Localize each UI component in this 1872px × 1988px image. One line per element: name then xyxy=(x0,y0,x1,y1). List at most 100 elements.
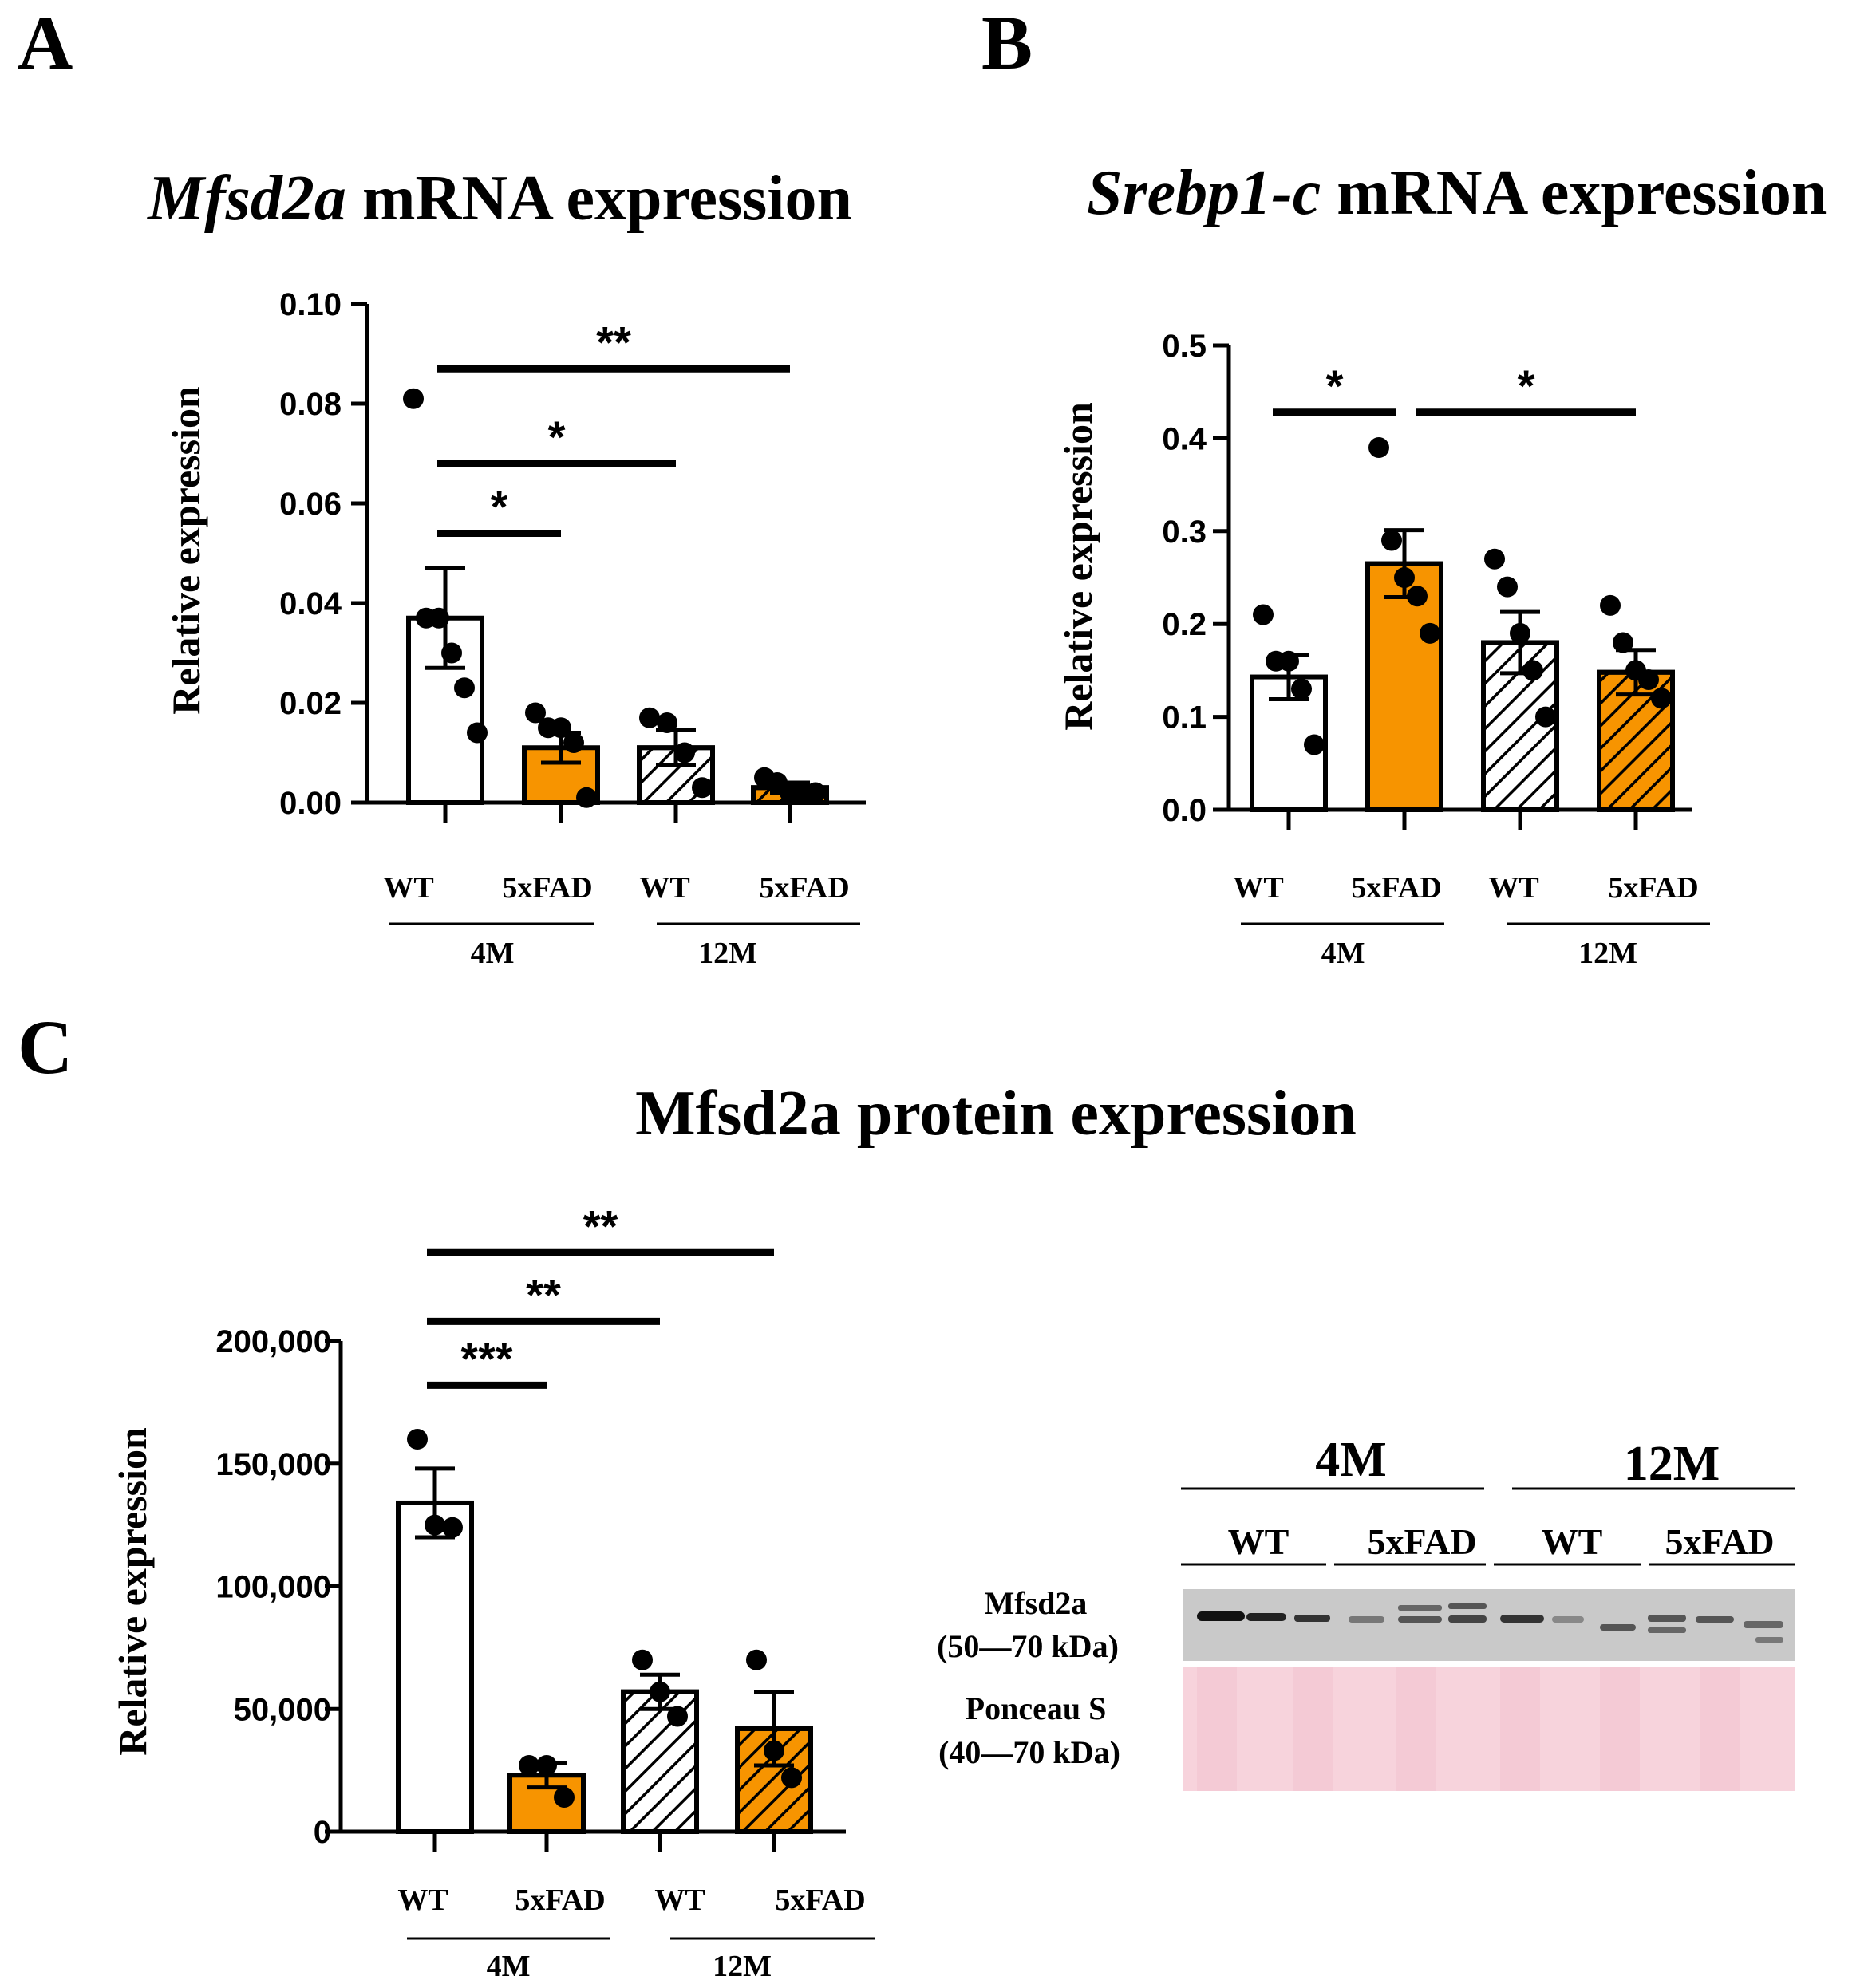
blot-band xyxy=(1398,1616,1442,1623)
chart-b-y-axis-label: Relative expression xyxy=(1056,402,1100,731)
chart-c-point xyxy=(554,1786,575,1808)
chart-a-point xyxy=(576,787,597,808)
chart-b-point xyxy=(1278,650,1299,672)
chart-c-age-label-0: 4M xyxy=(487,1950,531,1983)
chart-a-y-tick-label: 0.00 xyxy=(279,786,342,821)
chart-a-point xyxy=(692,777,713,799)
chart-b-sig-label-1: * xyxy=(1518,361,1535,411)
chart-b-point xyxy=(1497,576,1518,598)
chart-c-point xyxy=(425,1514,445,1536)
blot-lane xyxy=(1500,1667,1540,1791)
blot-mfsd2a-bands xyxy=(1197,1603,1783,1643)
chart-b-y-tick-label: 0.0 xyxy=(1162,793,1207,828)
blot-mfsd2a-membrane xyxy=(1183,1589,1795,1661)
chart-c-point xyxy=(746,1649,767,1670)
blot-band xyxy=(1744,1621,1783,1628)
chart-a-sig-label-2: ** xyxy=(596,317,631,367)
chart-c-point xyxy=(536,1754,557,1776)
chart-c-point xyxy=(407,1429,428,1450)
panel-a-title: Mfsd2a mRNA expression xyxy=(146,164,852,234)
chart-a-point xyxy=(467,722,488,744)
panel-b-title: Srebp1-c mRNA expression xyxy=(1087,158,1827,228)
chart-c: 0 50,000 100,000 150,000 200,000 Relative exp… xyxy=(110,1201,875,1983)
blot-band xyxy=(1448,1615,1487,1623)
chart-b-category-label-3: 5xFAD xyxy=(1608,871,1698,905)
chart-b-point xyxy=(1394,567,1415,588)
chart-b-point xyxy=(1600,594,1621,616)
panel-letter-a: A xyxy=(18,0,73,85)
chart-b-point xyxy=(1304,734,1325,755)
chart-c-y-tick-label: 150,000 xyxy=(215,1447,331,1482)
chart-b-point xyxy=(1407,586,1428,607)
chart-a-sig-label-0: * xyxy=(491,482,508,532)
chart-a-sig-label-1: * xyxy=(548,412,566,462)
chart-a-y-tick-label: 0.04 xyxy=(279,586,342,621)
chart-a-point xyxy=(657,712,677,733)
blot-band xyxy=(1398,1605,1442,1611)
blot-age-12m: 12M xyxy=(1624,1437,1720,1491)
chart-a-category-label-2: WT xyxy=(639,871,689,905)
chart-c-y-axis-label: Relative expression xyxy=(110,1427,155,1756)
chart-b-category-label-2: WT xyxy=(1488,871,1538,905)
chart-a-y-tick-label: 0.02 xyxy=(279,686,342,721)
blot-lane xyxy=(1396,1667,1436,1791)
chart-c-point xyxy=(632,1649,653,1670)
chart-a-point xyxy=(429,607,449,629)
chart-c-age-label-1: 12M xyxy=(713,1950,772,1983)
chart-b-y-tick-label: 0.4 xyxy=(1162,421,1207,456)
chart-b-category-label-1: 5xFAD xyxy=(1351,871,1441,905)
chart-c-y-tick-label: 50,000 xyxy=(234,1692,331,1727)
chart-c-point xyxy=(781,1767,802,1789)
chart-a-point xyxy=(454,677,475,699)
chart-b-bar-1 xyxy=(1365,561,1443,812)
blot-genotype-5xfad-12m: 5xFAD xyxy=(1665,1521,1774,1562)
chart-b-point xyxy=(1291,678,1312,700)
chart-b-point xyxy=(1522,660,1543,681)
chart-b-point xyxy=(1613,632,1633,653)
chart-c-point xyxy=(519,1754,539,1776)
blot-band xyxy=(1755,1637,1783,1643)
panel-c-title: Mfsd2a protein expression xyxy=(635,1079,1357,1149)
blot-lane xyxy=(1600,1667,1640,1791)
blot-row-ponceau-label: Ponceau S xyxy=(966,1690,1107,1726)
blot-age-4m: 4M xyxy=(1315,1433,1387,1487)
panel-letter-b: B xyxy=(981,0,1033,85)
chart-c-y-tick-label: 100,000 xyxy=(215,1570,331,1605)
chart-c-point xyxy=(650,1681,670,1702)
chart-c-y-tick-label: 0 xyxy=(314,1815,331,1850)
chart-c-category-label-1: 5xFAD xyxy=(515,1883,605,1917)
chart-c-point xyxy=(667,1706,688,1727)
chart-a-y-axis-label: Relative expression xyxy=(164,386,208,715)
blot-lane xyxy=(1197,1667,1237,1791)
blot-band xyxy=(1246,1613,1286,1621)
chart-a-y-tick-label: 0.08 xyxy=(279,387,342,422)
chart-b: 0.0 0.1 0.2 0.3 0.4 0.5 Relative expression * * W… xyxy=(1056,329,1710,970)
chart-c-sig-label-2: ** xyxy=(583,1201,618,1251)
chart-a-age-label-1: 12M xyxy=(698,937,757,970)
chart-a-y-tick-label: 0.06 xyxy=(279,487,342,522)
blot-band xyxy=(1696,1616,1734,1623)
western-blot: 4M 12M WT 5xFAD WT 5xFAD Mfsd2a (50—70 k… xyxy=(937,1433,1795,1791)
chart-b-point xyxy=(1638,669,1659,691)
blot-row-mfsd2a-label: Mfsd2a xyxy=(985,1585,1088,1621)
blot-band xyxy=(1197,1611,1245,1621)
chart-b-point xyxy=(1535,706,1556,728)
chart-a-category-label-0: WT xyxy=(383,871,433,905)
chart-a-point xyxy=(525,702,546,724)
chart-a-point xyxy=(639,707,660,728)
blot-lane xyxy=(1700,1667,1740,1791)
chart-a-age-label-0: 4M xyxy=(471,937,515,970)
blot-ponceau-membrane xyxy=(1183,1667,1795,1791)
chart-b-point xyxy=(1510,622,1530,644)
chart-b-point xyxy=(1651,688,1672,709)
blot-genotype-wt-4m: WT xyxy=(1228,1521,1289,1562)
chart-a-point xyxy=(674,742,695,763)
chart-a-point xyxy=(403,388,424,409)
chart-b-point xyxy=(1381,530,1402,551)
chart-c-category-label-0: WT xyxy=(397,1883,448,1917)
chart-a-category-label-3: 5xFAD xyxy=(759,871,849,905)
blot-band xyxy=(1552,1616,1584,1623)
blot-row-mfsd2a-range: (50—70 kDa) xyxy=(937,1628,1119,1664)
chart-b-y-tick-label: 0.3 xyxy=(1162,515,1207,550)
